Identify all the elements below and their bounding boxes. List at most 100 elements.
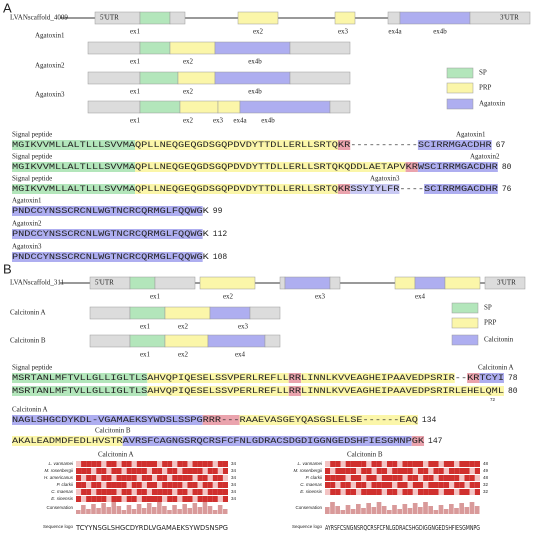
alignment-cell [76, 468, 82, 474]
alignment-cell [335, 475, 341, 481]
alignment-cell [330, 475, 336, 481]
region-highlight [12, 373, 148, 383]
alignment-cell [222, 461, 228, 467]
alignment-cell [101, 461, 107, 467]
alignment-cell [428, 489, 434, 495]
region-highlight [337, 184, 351, 194]
peptide-label: Agatoxin3 [370, 175, 400, 183]
alignment-cell [141, 496, 147, 502]
region-label: Signal peptide [12, 131, 52, 139]
legend-swatch [446, 67, 474, 79]
exon-label: ex3 [213, 117, 224, 125]
alignment-cell [202, 482, 208, 488]
alignment-cell [86, 496, 92, 502]
alignment-cell [212, 482, 218, 488]
conservation-bar [433, 510, 439, 514]
species: P. clarkii [306, 475, 323, 480]
alignment-cell [162, 475, 168, 481]
alignment-cell [418, 482, 424, 488]
alignment-cell [366, 489, 372, 495]
alignment-cell [376, 482, 382, 488]
alignment-cell [433, 489, 439, 495]
alignment-cell [207, 496, 213, 502]
exon-label: ex4a [388, 28, 402, 36]
alignment-cell [202, 489, 208, 495]
alignment-cell [167, 496, 173, 502]
region-highlight [350, 184, 400, 194]
alignment-cell [126, 468, 132, 474]
alignment-cell [162, 489, 168, 495]
alignment-cell [433, 475, 439, 481]
alignment-cell [182, 482, 188, 488]
alignment-cell [192, 489, 198, 495]
alignment-cell [121, 461, 127, 467]
alignment-cell [136, 461, 142, 467]
alignment-cell [423, 489, 429, 495]
alignment-cell [81, 489, 87, 495]
sequence: MGIKVVMLLALTLLLSVVMA [12, 185, 135, 194]
alignment-cell [330, 461, 336, 467]
exon-box [414, 276, 446, 290]
sequence: K [203, 230, 209, 239]
alignment-cell [325, 489, 331, 495]
alignment-cell [418, 468, 424, 474]
alignment-cell [449, 475, 455, 481]
sequence: K [203, 253, 209, 262]
alignment-cell [381, 468, 387, 474]
sequence: ---- [399, 185, 424, 194]
alignment-cell [464, 461, 470, 467]
sequence: QPLLNEQGEQGDSGQPDVDYTTDLLERLLSRTQKQDDLAE… [135, 163, 406, 172]
alignment-cell [361, 461, 367, 467]
exon-box [164, 334, 209, 348]
alignment-cell [325, 461, 331, 467]
sequence-length: 108 [213, 253, 228, 262]
region-highlight [135, 184, 338, 194]
sequence: AKALEADMDFEDLHVSTR [12, 437, 123, 446]
alignment-cell [454, 461, 460, 467]
alignment-cell [157, 475, 163, 481]
alignment-cell [167, 468, 173, 474]
alignment-cell [86, 461, 92, 467]
alignment-cell [387, 475, 393, 481]
sequence-logo: TCYYNSGLSHGCDYRDLVGAMAEKSYWDSNSPG [75, 524, 228, 532]
alignment-cell [433, 482, 439, 488]
peptide-label: Agatoxin2 [470, 153, 500, 161]
alignment-cell [366, 461, 372, 467]
alignment-cell [146, 489, 152, 495]
alignment-cell [121, 489, 127, 495]
region-highlight [12, 252, 203, 262]
peptide-label: Agatoxin2 [12, 220, 42, 228]
alignment-cell [182, 489, 188, 495]
alignment-cell [121, 468, 127, 474]
sequence-length: 134 [422, 416, 437, 425]
alignment-cell [387, 461, 393, 467]
peptide-label: Agatoxin1 [456, 131, 486, 139]
msa-title: Calcitonin B [347, 451, 383, 459]
alignment-cell [449, 468, 455, 474]
alignment-cell [345, 461, 351, 467]
region-highlight [288, 386, 302, 396]
exon-box [284, 276, 331, 290]
alignment-cell [141, 475, 147, 481]
alignment-cell [106, 496, 112, 502]
peptide-label: Agatoxin3 [12, 243, 42, 251]
alignment-cell [361, 482, 367, 488]
sequence: MSRTANLMFTVLLGLLIGLTLS [12, 387, 148, 396]
region-highlight [135, 162, 406, 172]
exon-box [169, 11, 186, 25]
species: E. sinensis [300, 489, 323, 494]
alignment-cell [177, 475, 183, 481]
alignment-cell [197, 461, 203, 467]
alignment-cell [136, 468, 142, 474]
alignment-cell [141, 489, 147, 495]
conservation-bar [187, 508, 193, 514]
alignment-cell [443, 482, 449, 488]
exon-box [209, 306, 251, 320]
sequence-length: 78 [508, 374, 518, 383]
alignment-cell [222, 489, 228, 495]
legend-label: Calcitonin [484, 336, 514, 344]
alignment-cell [121, 482, 127, 488]
region-highlight [479, 373, 504, 383]
region-highlight [135, 140, 338, 150]
alignment-cell [106, 461, 112, 467]
